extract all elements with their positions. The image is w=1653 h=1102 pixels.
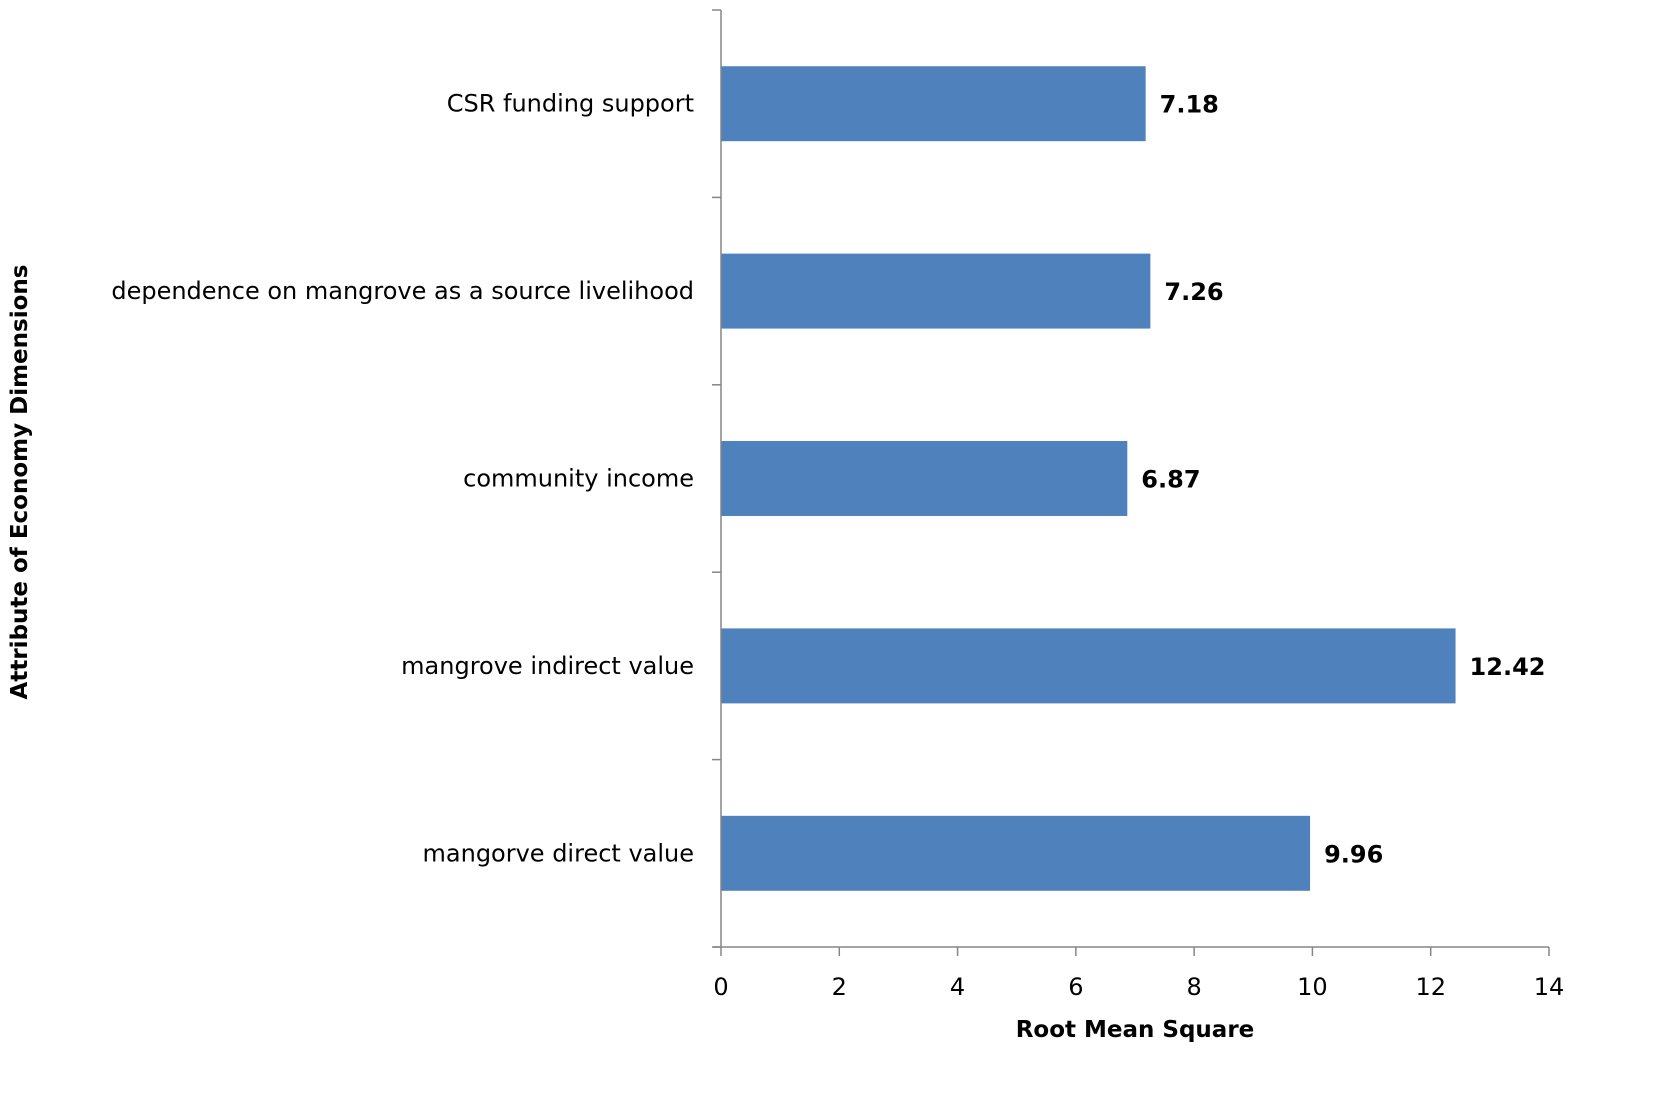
category-label: mangorve direct value <box>423 839 694 867</box>
x-ticks-group: 0 2 4 6 8 10 12 14 <box>713 947 1564 1001</box>
category-label: mangrove indirect value <box>401 652 694 680</box>
bar <box>721 441 1128 516</box>
x-axis-title: Root Mean Square <box>1016 1017 1255 1043</box>
bar <box>721 66 1146 142</box>
value-labels-group: 7.18 7.26 6.87 12.42 9.96 <box>1141 91 1545 869</box>
category-labels-group: CSR funding support dependence on mangrov… <box>111 90 694 868</box>
y-ticks-group <box>712 9 721 948</box>
value-label: 6.87 <box>1141 466 1200 494</box>
x-tick-label: 10 <box>1297 973 1328 1001</box>
axes-group <box>713 10 1549 948</box>
bars-group <box>721 66 1456 891</box>
x-tick-label: 12 <box>1415 973 1446 1001</box>
x-tick-label: 2 <box>832 973 847 1001</box>
value-label: 9.96 <box>1324 840 1383 868</box>
bar <box>721 253 1151 329</box>
x-tick-label: 4 <box>950 973 965 1001</box>
value-label: 12.42 <box>1470 653 1546 681</box>
category-label: community income <box>463 465 694 493</box>
bar <box>721 815 1311 891</box>
x-tick-label: 14 <box>1534 973 1565 1001</box>
x-tick-label: 8 <box>1187 973 1202 1001</box>
category-label: dependence on mangrove as a source livel… <box>111 277 694 305</box>
bar <box>721 628 1456 704</box>
category-label: CSR funding support <box>447 90 694 118</box>
value-label: 7.26 <box>1164 278 1223 306</box>
x-tick-label: 6 <box>1068 973 1083 1001</box>
x-tick-label: 0 <box>713 973 728 1001</box>
y-axis-title: Attribute of Economy Dimensions <box>7 265 33 700</box>
value-label: 7.18 <box>1160 91 1219 119</box>
